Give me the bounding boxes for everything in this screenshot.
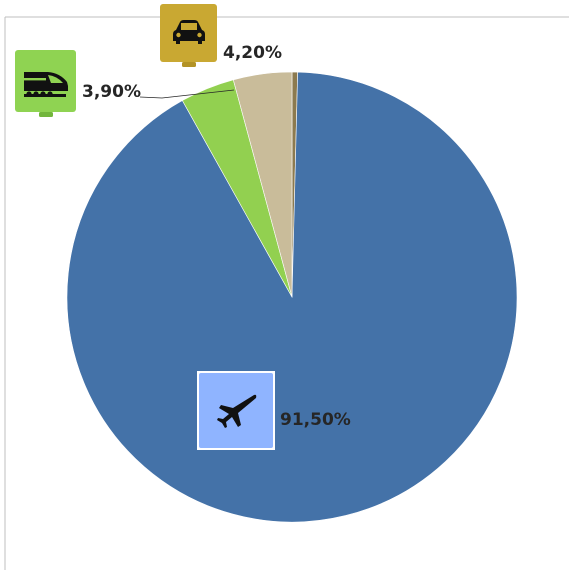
train-leader-line [139,89,235,99]
train-pct-label: 3,90% [82,82,141,102]
pie-slice-car [232,71,293,298]
airplane-icon [197,371,275,450]
airplane-pct-label: 91,50% [280,410,351,430]
train-icon [15,50,76,117]
car-pct-label: 4,20% [223,43,282,63]
car-icon [160,4,217,67]
pie-slices [66,71,518,523]
